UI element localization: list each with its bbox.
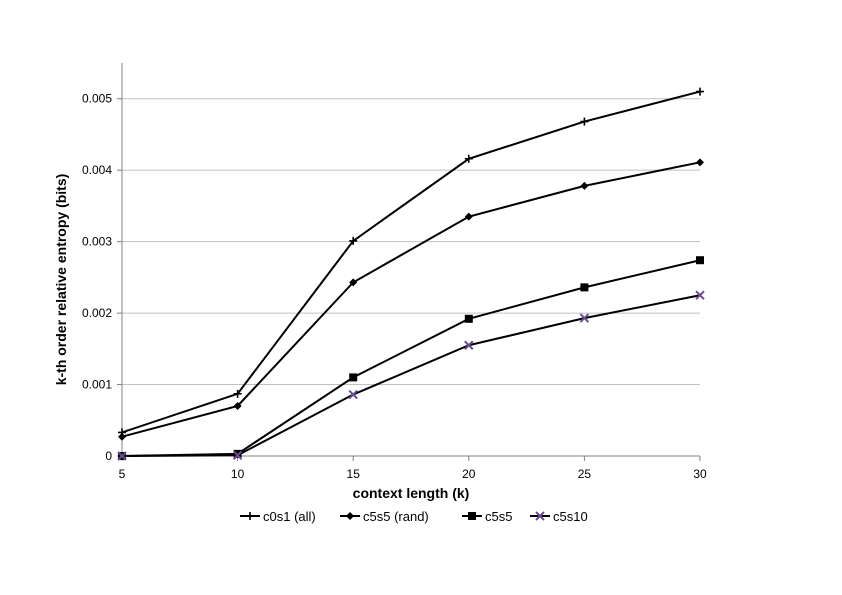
diamond-marker — [580, 181, 589, 190]
x-marker — [117, 451, 127, 461]
plus-marker — [349, 236, 358, 245]
series-line — [121, 259, 701, 457]
plus-marker — [246, 512, 254, 520]
y-tick-label: 0.001 — [82, 378, 112, 392]
legend-item: c5s5 — [462, 509, 512, 524]
diamond-marker — [346, 512, 354, 520]
y-axis-title: k-th order relative entropy (bits) — [53, 174, 69, 386]
diamond-marker — [349, 278, 358, 287]
series-2 — [118, 256, 704, 460]
x-tick-label: 10 — [231, 467, 245, 481]
y-tick-labels: 0 0.001 0.002 0.003 0.004 0.005 — [82, 92, 122, 463]
x-tick-label: 5 — [119, 467, 126, 481]
x-tick-label: 25 — [578, 467, 592, 481]
series-line — [121, 161, 701, 438]
diamond-marker — [696, 158, 704, 167]
legend-item: c5s5 (rand) — [340, 509, 429, 524]
legend-label: c0s1 (all) — [263, 509, 316, 524]
x-tick-labels: 5 10 15 20 25 30 — [119, 456, 707, 481]
plus-marker — [464, 154, 473, 163]
series-line — [121, 294, 701, 457]
series-line — [121, 90, 701, 434]
square-marker — [464, 314, 473, 323]
x-axis-title: context length (k) — [353, 485, 470, 501]
x-tick-label: 15 — [347, 467, 361, 481]
x-tick-label: 20 — [462, 467, 476, 481]
x-tick-label: 30 — [693, 467, 707, 481]
legend-label: c5s5 — [485, 509, 512, 524]
x-marker — [695, 290, 705, 300]
square-marker — [349, 373, 358, 382]
legend-item: c0s1 (all) — [240, 509, 316, 524]
legend-label: c5s10 — [553, 509, 588, 524]
square-marker — [696, 256, 704, 265]
gridlines — [122, 98, 700, 386]
legend: c0s1 (all) c5s5 (rand) c5s5 c5s10 — [240, 509, 588, 524]
series-group — [117, 87, 705, 461]
y-tick-label: 0.003 — [82, 235, 112, 249]
legend-item: c5s10 — [530, 509, 588, 524]
plus-marker — [696, 87, 704, 96]
x-marker — [535, 511, 545, 521]
x-marker — [464, 340, 474, 350]
square-marker — [580, 283, 589, 292]
x-marker — [232, 450, 243, 460]
diamond-marker — [464, 212, 473, 221]
y-tick-label: 0.002 — [82, 306, 112, 320]
diamond-marker — [233, 401, 242, 410]
y-tick-label: 0 — [105, 449, 112, 463]
plus-marker — [580, 117, 589, 126]
plus-marker — [233, 389, 242, 398]
x-marker — [348, 389, 358, 400]
series-1 — [118, 158, 704, 441]
square-marker — [233, 449, 242, 458]
legend-label: c5s5 (rand) — [363, 509, 429, 524]
diamond-marker — [118, 432, 126, 441]
x-marker — [579, 313, 590, 323]
y-tick-label: 0.005 — [82, 92, 112, 106]
square-marker — [468, 512, 476, 520]
series-3 — [117, 290, 705, 461]
y-tick-label: 0.004 — [82, 163, 112, 177]
